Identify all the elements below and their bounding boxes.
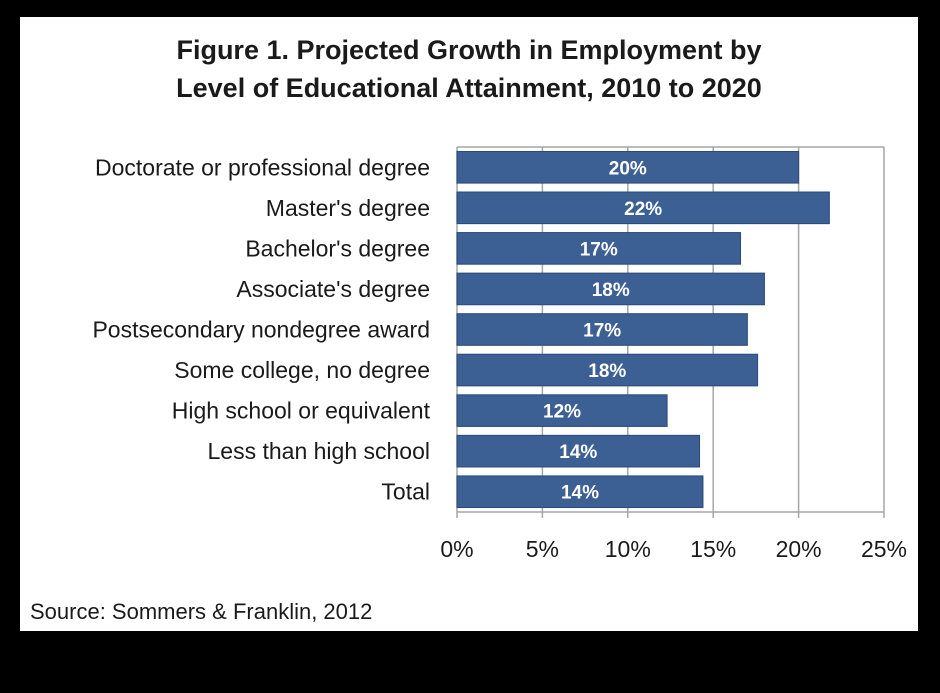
- category-label-5: Some college, no degree: [174, 357, 430, 383]
- x-tick-label-4: 20%: [776, 536, 822, 562]
- data-label-8: 14%: [561, 483, 599, 504]
- source-note: Source: Sommers & Franklin, 2012: [30, 599, 372, 624]
- bar-1: [456, 191, 830, 225]
- bar-4: [456, 313, 748, 346]
- category-label-2: Bachelor's degree: [245, 235, 430, 261]
- bar-3: [456, 272, 765, 306]
- chart-panel: Figure 1. Projected Growth in Employment…: [20, 17, 918, 631]
- data-label-2: 17%: [580, 239, 618, 260]
- chart-title: Figure 1. Projected Growth in Employment…: [176, 35, 762, 103]
- data-label-0: 20%: [609, 158, 647, 179]
- data-label-4: 17%: [583, 321, 621, 342]
- bar-6: [456, 394, 668, 427]
- category-labels: Doctorate or professional degree Master's…: [92, 154, 430, 504]
- category-label-6: High school or equivalent: [172, 398, 431, 424]
- category-label-4: Postsecondary nondegree award: [92, 317, 430, 343]
- bar-8: [456, 475, 704, 509]
- x-tick-label-5: 25%: [861, 536, 907, 562]
- category-label-1: Master's degree: [266, 195, 430, 221]
- x-tick-label-1: 5%: [526, 536, 559, 562]
- bar-0: [456, 150, 800, 184]
- bar-chart: Figure 1. Projected Growth in Employment…: [30, 35, 907, 624]
- data-label-3: 18%: [592, 280, 630, 301]
- chart-title-line-2: Level of Educational Attainment, 2010 to…: [176, 73, 762, 103]
- data-label-7: 14%: [559, 442, 597, 463]
- chart-title-line-1: Figure 1. Projected Growth in Employment…: [176, 35, 761, 65]
- bars: [456, 150, 830, 509]
- data-label-5: 18%: [588, 361, 626, 382]
- x-tick-label-3: 15%: [690, 536, 736, 562]
- category-label-8: Total: [381, 479, 430, 505]
- x-axis-tick-labels: 0% 5% 10% 15% 20% 25%: [440, 536, 907, 562]
- data-label-6: 12%: [543, 402, 581, 423]
- category-label-3: Associate's degree: [236, 276, 430, 302]
- x-tick-label-0: 0%: [440, 536, 473, 562]
- data-label-1: 22%: [624, 199, 662, 220]
- bar-7: [456, 434, 701, 468]
- data-labels: 20% 22% 17% 18% 17% 18% 12% 14% 14%: [543, 158, 662, 503]
- category-label-7: Less than high school: [208, 438, 431, 464]
- bar-5: [456, 353, 759, 387]
- x-tick-label-2: 10%: [605, 536, 651, 562]
- bar-2: [456, 232, 742, 265]
- category-label-0: Doctorate or professional degree: [95, 154, 430, 180]
